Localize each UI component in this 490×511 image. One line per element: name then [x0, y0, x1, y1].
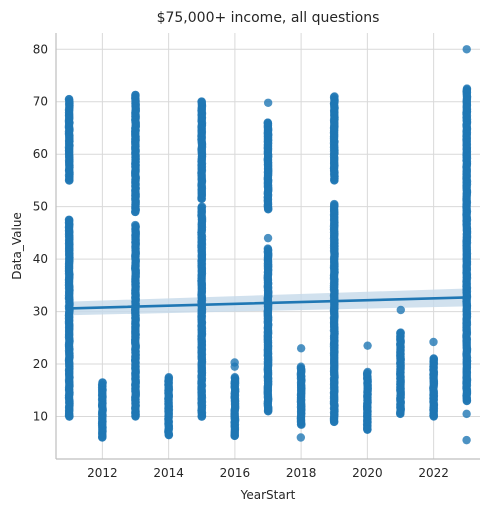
y-tick-label: 80 [33, 42, 48, 56]
x-axis-label: YearStart [240, 488, 296, 502]
x-tick-label: 2018 [286, 466, 317, 480]
data-point [330, 417, 339, 426]
data-point [131, 207, 140, 217]
data-point [462, 45, 471, 54]
axes [55, 33, 480, 460]
data-point [330, 176, 339, 185]
y-tick-label: 50 [33, 200, 48, 214]
data-point [64, 176, 74, 185]
x-tick-label: 2022 [418, 466, 449, 480]
data-point [131, 220, 140, 230]
regression-line [67, 296, 469, 310]
data-point [462, 84, 472, 93]
data-point [296, 420, 306, 429]
data-point [197, 97, 207, 106]
y-tick-label: 60 [33, 147, 48, 161]
data-point [164, 430, 173, 440]
data-point [396, 305, 405, 315]
data-point [230, 431, 239, 441]
y-tick-label: 70 [33, 95, 48, 109]
data-point [197, 202, 207, 211]
data-point [330, 199, 339, 209]
x-tick-label: 2020 [352, 466, 383, 480]
y-tick-label: 10 [33, 410, 48, 424]
x-tick-label: 2014 [153, 466, 184, 480]
data-point [462, 435, 471, 445]
data-point [230, 358, 239, 367]
data-point [263, 244, 273, 253]
data-point [263, 98, 273, 107]
data-point [429, 412, 438, 421]
data-point [197, 412, 207, 421]
tick-labels: 2012 2014 2016 2018 2020 2022 10 20 30 40 50 60 70 80 [33, 42, 449, 480]
data-point [296, 362, 306, 371]
data-point [296, 344, 306, 353]
data-point [462, 396, 472, 405]
data-point [64, 215, 74, 224]
data-point [363, 367, 372, 377]
data-point [98, 433, 107, 442]
data-point [296, 433, 306, 442]
scatter-points [64, 45, 472, 445]
data-point [263, 205, 273, 214]
y-axis-label: Data_Value [10, 212, 24, 280]
y-tick-label: 30 [33, 305, 48, 319]
data-point [462, 409, 471, 419]
x-tick-label: 2016 [220, 466, 251, 480]
data-point [263, 233, 273, 243]
data-point [363, 425, 372, 434]
data-point [396, 328, 405, 337]
y-tick-label: 40 [33, 252, 48, 266]
data-point [263, 407, 273, 416]
data-point [230, 372, 240, 382]
data-point [263, 118, 272, 127]
data-point [65, 412, 74, 421]
data-point [330, 92, 339, 101]
data-point [363, 341, 372, 350]
y-tick-label: 20 [33, 357, 48, 371]
data-point [98, 378, 107, 387]
chart-title: $75,000+ income, all questions [157, 10, 380, 26]
data-point [197, 194, 207, 203]
data-point [396, 409, 405, 419]
regression-line-group [67, 296, 469, 310]
data-point [164, 372, 174, 382]
data-point [64, 94, 74, 104]
x-tick-label: 2012 [87, 466, 118, 480]
data-point [429, 354, 438, 363]
data-point [131, 90, 140, 100]
data-point [131, 412, 140, 421]
data-point [429, 337, 438, 347]
